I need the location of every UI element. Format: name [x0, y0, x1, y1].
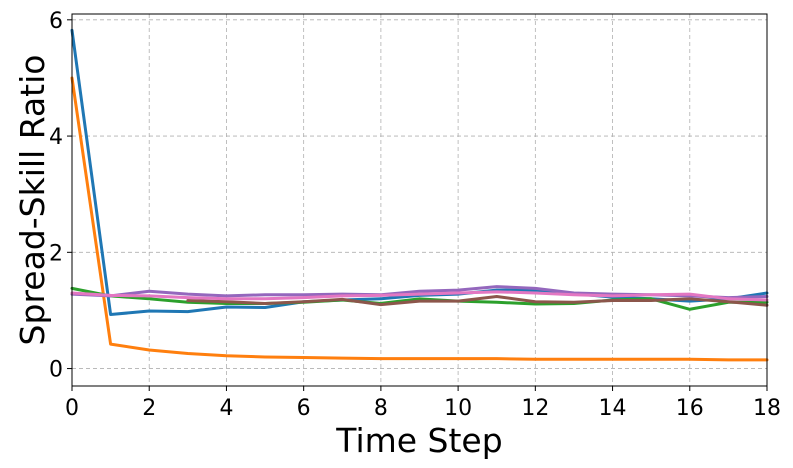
axis-ticks: 0 2 4 6 8 10 12 14 16 18 0 2 4 6 — [49, 9, 781, 421]
series-lines — [70, 28, 769, 362]
y-tick-label: 0 — [49, 358, 63, 383]
x-axis-label: Time Step — [335, 421, 502, 460]
series-line-3 — [70, 286, 769, 311]
x-tick-label: 10 — [444, 396, 472, 421]
x-tick-label: 18 — [753, 396, 781, 421]
x-tick-label: 4 — [219, 396, 233, 421]
y-tick-label: 6 — [49, 9, 63, 34]
series-line-2 — [70, 76, 769, 362]
series-line-6 — [70, 290, 769, 302]
x-tick-label: 8 — [374, 396, 388, 421]
y-tick-label: 4 — [49, 125, 63, 150]
y-axis-label: Spread-Skill Ratio — [13, 55, 52, 346]
series-line-4 — [186, 294, 769, 307]
x-tick-label: 14 — [599, 396, 627, 421]
x-tick-label: 16 — [676, 396, 704, 421]
plot-frame — [71, 13, 768, 387]
series-line-1 — [70, 28, 769, 317]
y-tick-label: 2 — [49, 241, 63, 266]
grid — [71, 14, 768, 386]
x-tick-label: 6 — [297, 396, 311, 421]
x-tick-label: 12 — [521, 396, 549, 421]
x-tick-label: 0 — [65, 396, 79, 421]
x-tick-label: 2 — [142, 396, 156, 421]
